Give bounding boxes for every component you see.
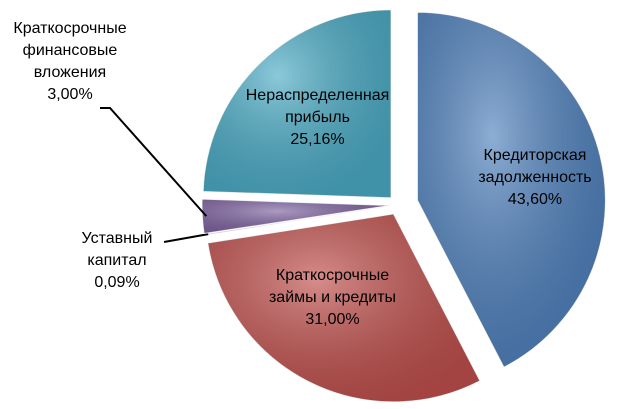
value-label: 31,00% <box>305 311 360 328</box>
slice-label: Краткосрочные финансовые вложения 3,00% <box>0 18 140 106</box>
category-label: Кредиторская задолженность <box>478 147 592 186</box>
slice-label: Кредиторская задолженность 43,60% <box>455 145 615 211</box>
category-label: Краткосрочные финансовые вложения <box>13 20 127 81</box>
category-label: Нераспределенная прибыль <box>245 87 390 126</box>
value-label: 0,09% <box>94 274 140 291</box>
leader-line <box>100 107 208 217</box>
category-label: Уставный капитал <box>81 230 153 269</box>
leader-line <box>163 233 209 243</box>
value-label: 43,60% <box>507 191 563 208</box>
value-label: 3,00% <box>47 86 93 103</box>
slice-label: Краткосрочные займы и кредиты 31,00% <box>250 265 415 331</box>
slice-label: Нераспределенная прибыль 25,16% <box>245 85 390 151</box>
value-label: 25,16% <box>290 131 345 148</box>
slice-label: Уставный капитал 0,09% <box>62 228 172 294</box>
category-label: Краткосрочные займы и кредиты <box>268 267 397 306</box>
